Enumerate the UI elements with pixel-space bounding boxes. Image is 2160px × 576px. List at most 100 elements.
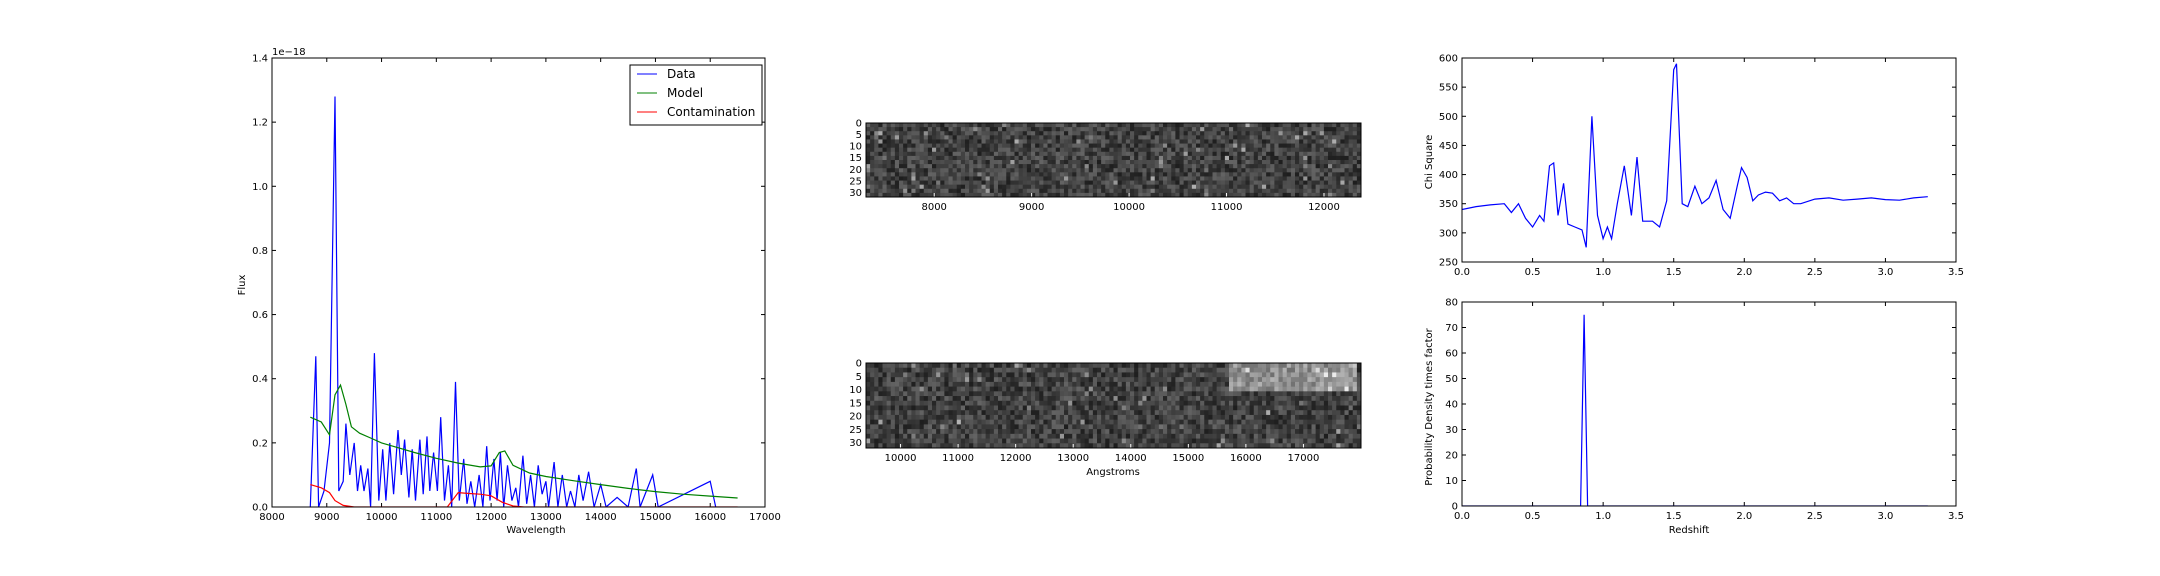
x-tick-label: 0.5 [1525,511,1541,522]
y-tick-label: 10 [849,385,862,396]
wavelength-axis-label: Wavelength [506,525,565,536]
y-tick-label: 250 [1439,258,1458,269]
y-tick-label: 30 [849,438,862,449]
y-tick-label: 500 [1439,112,1458,123]
flux-offset-text: 1e−18 [272,47,306,58]
plot-frame [1461,57,1957,263]
image-pixels [866,123,1362,198]
image-pixels [866,363,1362,449]
flux-axis-label: Flux [237,275,248,296]
x-tick-label: 1.0 [1595,267,1611,278]
probability-axis-label: Probability Density times factor [1424,327,1435,485]
y-tick-label: 20 [1445,451,1458,462]
y-tick-label: 80 [1445,298,1458,309]
x-tick-label: 0.0 [1454,267,1470,278]
y-tick-label: 350 [1439,199,1458,210]
y-tick-label: 60 [1445,349,1458,360]
y-tick-label: 20 [849,412,862,423]
x-tick-label: 1.0 [1595,511,1611,522]
x-tick-label: 13000 [530,512,562,523]
y-tick-label: 0 [1452,502,1458,513]
x-tick-label: 2.5 [1807,511,1823,522]
plot-frame [1461,301,1957,507]
y-tick-label: 1.0 [252,182,268,193]
x-tick-label: 8000 [259,512,284,523]
y-tick-label: 1.4 [252,54,268,65]
x-tick-label: 17000 [1288,453,1320,464]
chi-square-axis-label: Chi Square [1424,135,1435,189]
x-tick-label: 8000 [921,202,946,213]
x-tick-label: 3.0 [1877,267,1893,278]
y-tick-label: 5 [856,130,862,141]
x-tick-label: 12000 [1308,202,1340,213]
x-tick-label: 3.5 [1948,267,1964,278]
y-tick-label: 300 [1439,228,1458,239]
series-line [1462,63,1928,248]
x-tick-label: 10000 [366,512,398,523]
legend: Data Model Contamination [629,64,763,126]
y-tick-label: 0.8 [252,246,268,257]
x-tick-label: 12000 [475,512,507,523]
y-tick-label: 550 [1439,83,1458,94]
x-tick-label: 0.0 [1454,511,1470,522]
plot-frame [271,57,766,508]
x-tick-label: 12000 [1000,453,1032,464]
y-tick-label: 15 [849,398,862,409]
x-tick-label: 15000 [640,512,672,523]
y-tick-label: 10 [1445,476,1458,487]
x-tick-label: 9000 [1019,202,1044,213]
legend-data-label: Data [667,67,696,81]
x-tick-label: 14000 [1115,453,1147,464]
x-tick-label: 16000 [1230,453,1262,464]
spectrum-image-2: 10000 11000 12000 13000 14000 15000 16000 17000… [849,359,1362,464]
y-tick-label: 70 [1445,323,1458,334]
y-tick-label: 600 [1439,54,1458,65]
x-tick-label: 2.5 [1807,267,1823,278]
x-tick-label: 1.5 [1666,511,1682,522]
y-tick-label: 0 [856,359,862,370]
y-tick-label: 0.6 [252,310,268,321]
y-tick-label: 20 [849,165,862,176]
contamination-line [310,484,738,507]
x-tick-label: 1.5 [1666,267,1682,278]
y-tick-label: 450 [1439,141,1458,152]
chi-square-chart: 0.0 0.5 1.0 1.5 2.0 2.5 3.0 3.5 250 300 350 400 450 5… [1439,54,1964,279]
y-tick-label: 1.2 [252,118,268,129]
image-frame [865,362,1362,449]
legend-model-label: Model [667,86,703,100]
y-tick-label: 25 [849,425,862,436]
y-tick-label: 50 [1445,374,1458,385]
model-line [310,383,738,499]
y-tick-label: 0.2 [252,438,268,449]
y-tick-label: 10 [849,142,862,153]
y-tick-label: 5 [856,372,862,383]
series-line [1462,314,1928,506]
y-tick-label: 400 [1439,170,1458,181]
y-tick-label: 40 [1445,400,1458,411]
x-tick-label: 3.0 [1877,511,1893,522]
y-tick-label: 0 [856,119,862,130]
spectrum-chart: 8000 9000 10000 11000 12000 13000 14000 15000 16… [252,54,781,524]
x-tick-label: 9000 [314,512,339,523]
y-tick-label: 30 [1445,425,1458,436]
x-tick-label: 11000 [942,453,974,464]
x-tick-label: 3.5 [1948,511,1964,522]
legend-box [629,64,763,126]
x-tick-label: 15000 [1172,453,1204,464]
x-tick-label: 13000 [1057,453,1089,464]
x-tick-label: 0.5 [1525,267,1541,278]
angstroms-axis-label: Angstroms [1086,467,1140,478]
x-tick-label: 16000 [694,512,726,523]
x-tick-label: 2.0 [1736,267,1752,278]
legend-contamination-label: Contamination [667,105,755,119]
y-tick-label: 15 [849,153,862,164]
y-tick-label: 0.0 [252,503,268,514]
redshift-axis-label: Redshift [1669,525,1710,536]
x-tick-label: 11000 [1211,202,1243,213]
probability-density-chart: 0.0 0.5 1.0 1.5 2.0 2.5 3.0 3.5 0 10 20 30 40 50 60 70 8… [1445,298,1964,523]
x-tick-label: 11000 [420,512,452,523]
y-tick-label: 30 [849,188,862,199]
